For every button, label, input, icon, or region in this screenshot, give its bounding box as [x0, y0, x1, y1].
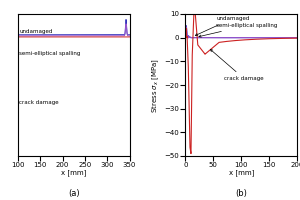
Text: (a): (a) [68, 189, 80, 198]
Text: crack damage: crack damage [19, 100, 59, 105]
Text: semi-elliptical spalling: semi-elliptical spalling [199, 23, 278, 37]
Y-axis label: Stress $\sigma_x$ [MPa]: Stress $\sigma_x$ [MPa] [151, 57, 161, 113]
Text: undamaged: undamaged [19, 29, 52, 34]
X-axis label: x [mm]: x [mm] [61, 170, 86, 176]
Text: crack damage: crack damage [210, 49, 264, 81]
Text: undamaged: undamaged [195, 16, 250, 36]
Text: (b): (b) [235, 189, 247, 198]
X-axis label: x [mm]: x [mm] [229, 170, 254, 176]
Text: semi-elliptical spalling: semi-elliptical spalling [19, 51, 80, 56]
